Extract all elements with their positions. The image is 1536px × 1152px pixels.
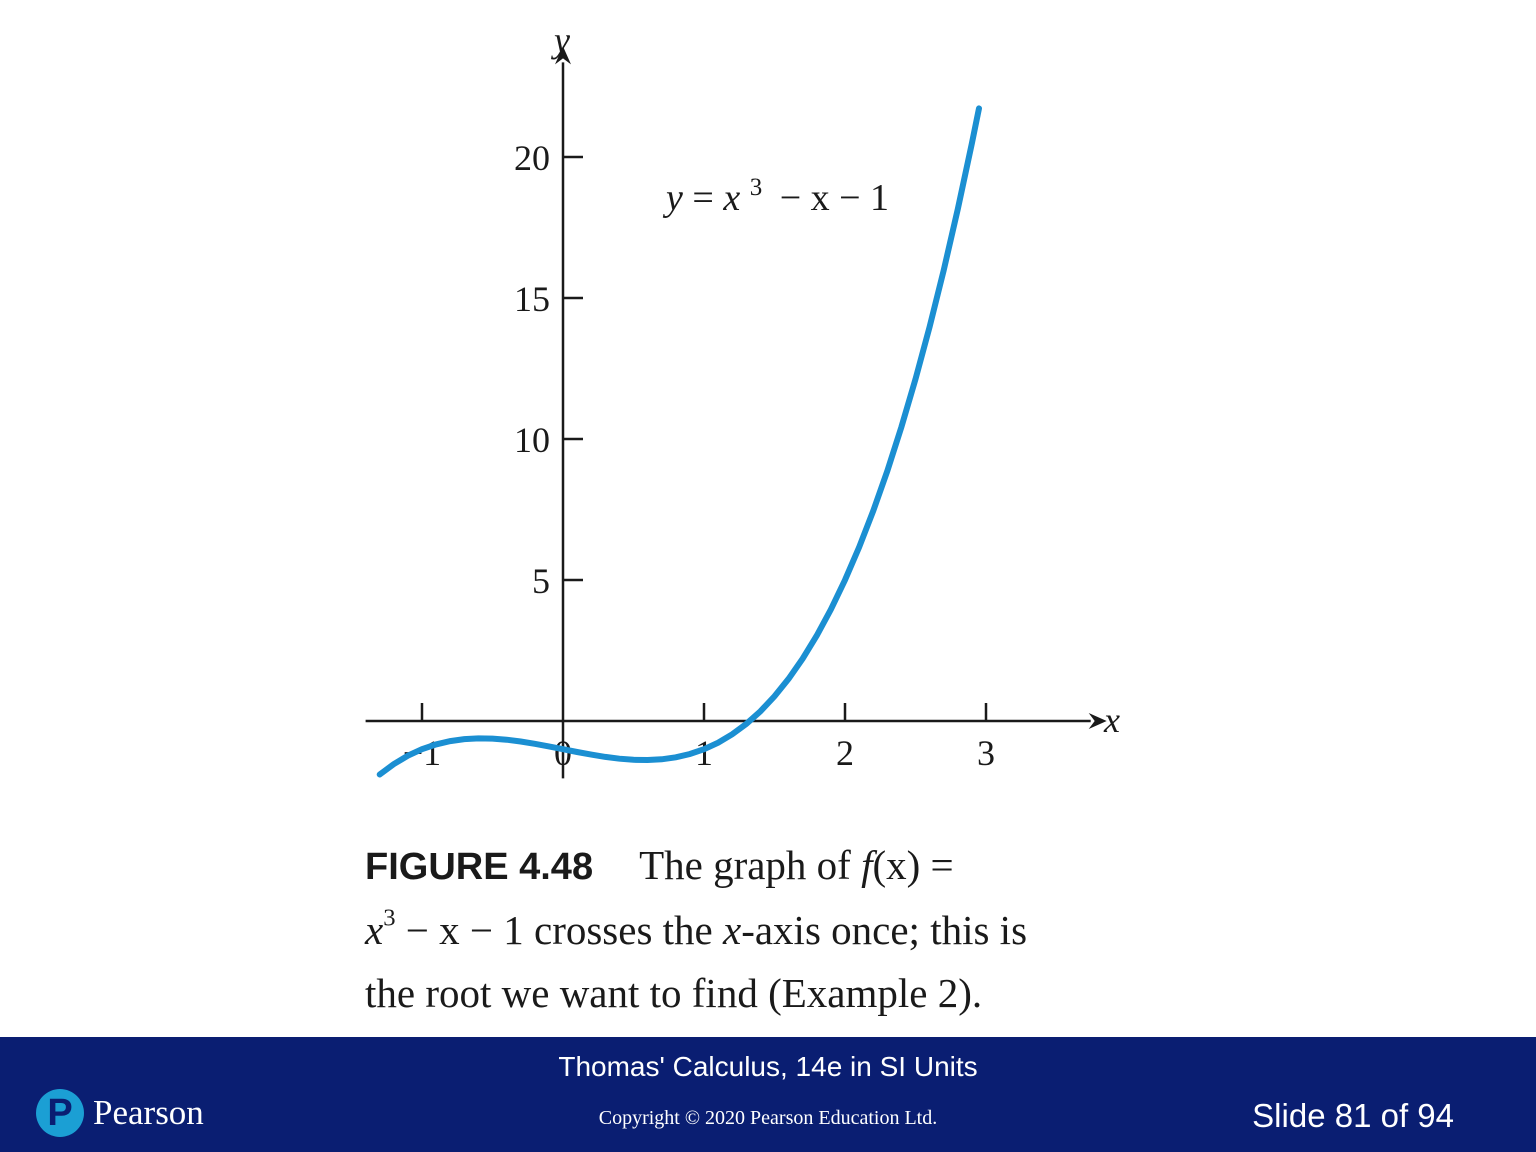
caption-exponent: 3 (383, 904, 396, 932)
y-axis-arrow-icon (555, 46, 571, 65)
y-tick-label: 20 (514, 138, 550, 178)
x-tick-label: 0 (554, 733, 572, 773)
caption-func: f (861, 842, 873, 888)
book-title: Thomas' Calculus, 14e in SI Units (558, 1051, 978, 1082)
y-tick-label: 15 (514, 279, 550, 319)
y-axis-label: y (551, 20, 570, 60)
figure-label: FIGURE 4.48 (365, 846, 594, 888)
caption-line-2: x3 − x − 1 crosses the x-axis once; this… (365, 899, 1225, 962)
cubic-curve (376, 105, 982, 778)
pearson-logo-text: Pearson (93, 1093, 204, 1132)
x-tick-label: 2 (836, 733, 854, 773)
equation-label: y = x 3 − x − 1 (662, 162, 889, 219)
x-tick-label: 1 (695, 733, 713, 773)
equation-lhs: y (662, 177, 683, 219)
copyright-notice: Copyright © 2020 Pearson Education Ltd. (598, 1107, 938, 1129)
equation-rest: − x − 1 (780, 177, 889, 219)
slide-footer: P Pearson Thomas' Calculus, 14e in SI Un… (0, 1037, 1536, 1152)
slide-number: Slide 81 of 94 (1252, 1097, 1454, 1134)
caption-axis: x (723, 907, 742, 953)
caption-tail: -axis once; this is (741, 907, 1028, 953)
pearson-logo-icon: P (36, 1089, 84, 1137)
x-axis-label: x (1103, 700, 1120, 740)
caption-text-2: − x − 1 crosses the (395, 907, 723, 953)
y-tick-label: 10 (514, 420, 550, 460)
figure-caption: FIGURE 4.48 The graph of f(x) = x3 − x − … (365, 834, 1225, 1025)
caption-arg: (x) = (872, 842, 954, 888)
caption-line-1: FIGURE 4.48 The graph of f(x) = (365, 834, 1225, 899)
axes (365, 46, 1107, 779)
pearson-logo: P Pearson (36, 1089, 204, 1137)
caption-base: x (365, 907, 384, 953)
y-tick-label: 5 (532, 561, 550, 601)
x-tick-label: 3 (977, 733, 995, 773)
equation-exponent: 3 (750, 174, 763, 201)
equation-base: x (722, 177, 740, 219)
caption-line-3: the root we want to find (Example 2). (365, 970, 983, 1016)
x-axis-arrow-icon (1088, 713, 1107, 729)
caption-text-1: The graph of (639, 842, 862, 888)
